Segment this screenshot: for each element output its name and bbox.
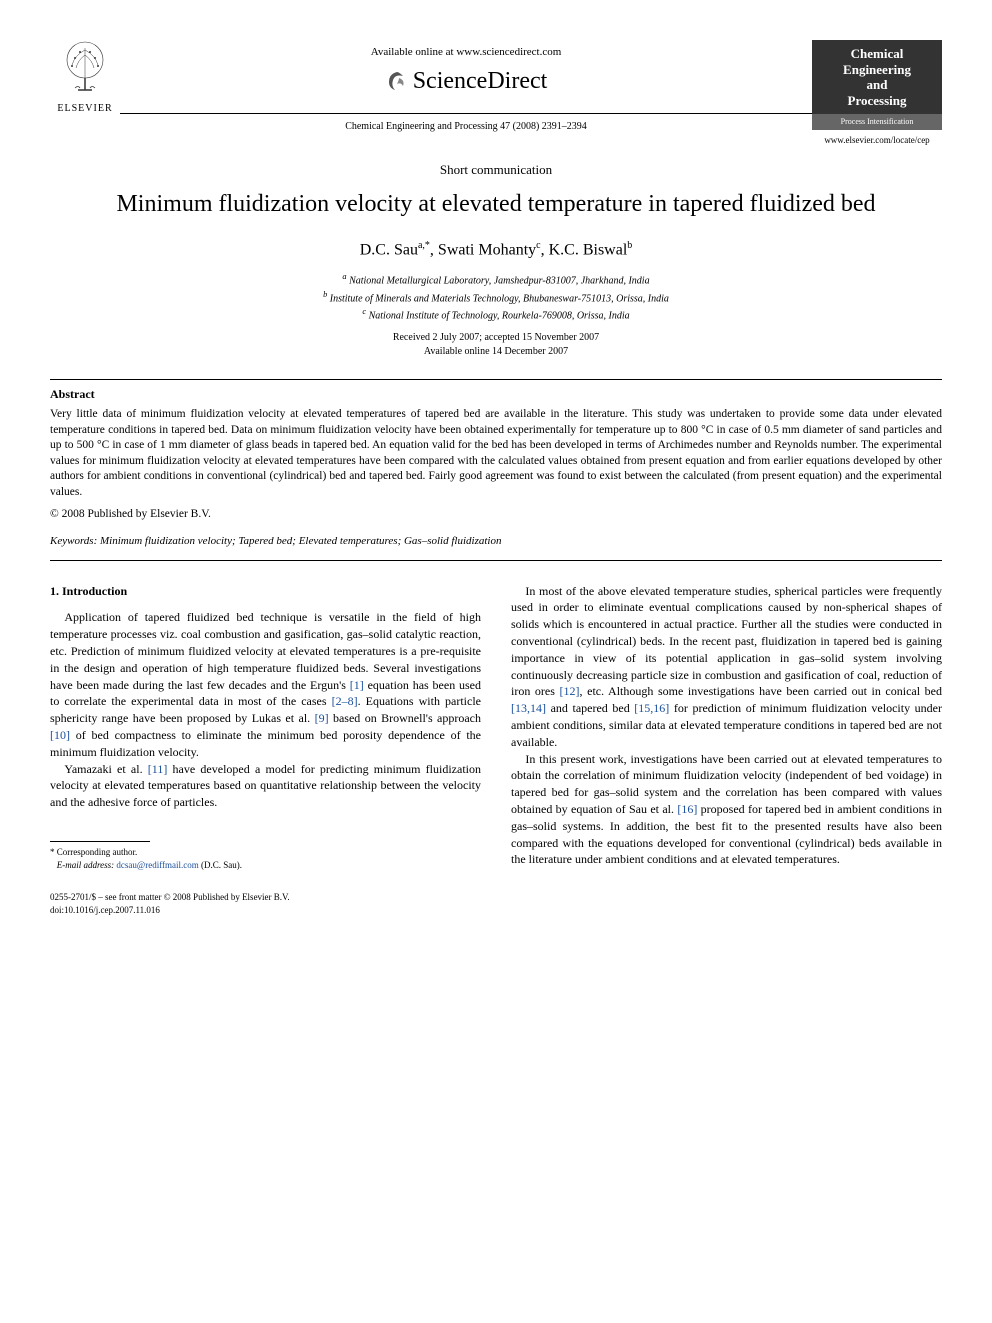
author-3: K.C. Biswal	[549, 241, 628, 258]
journal-name-line2: Engineering	[816, 62, 938, 78]
journal-name-box: Chemical Engineering and Processing	[812, 40, 942, 114]
intro-para-3: In most of the above elevated temperatur…	[511, 583, 942, 751]
doi-line: doi:10.1016/j.cep.2007.11.016	[50, 904, 942, 917]
ref-link-10[interactable]: [10]	[50, 728, 70, 742]
journal-name-line4: Processing	[816, 93, 938, 109]
affiliation-b: b Institute of Minerals and Materials Te…	[50, 289, 942, 306]
journal-name-line1: Chemical	[816, 46, 938, 62]
elsevier-logo: ELSEVIER	[50, 40, 120, 116]
authors-line: D.C. Saua,*, Swati Mohantyc, K.C. Biswal…	[50, 239, 942, 262]
sciencedirect-text: ScienceDirect	[413, 65, 548, 99]
intro-para-2: Yamazaki et al. [11] have developed a mo…	[50, 761, 481, 811]
article-title: Minimum fluidization velocity at elevate…	[50, 189, 942, 220]
affiliation-a: a National Metallurgical Laboratory, Jam…	[50, 271, 942, 288]
email-suffix: (D.C. Sau).	[199, 860, 242, 870]
footer-info: 0255-2701/$ – see front matter © 2008 Pu…	[50, 891, 942, 916]
ref-link-13-14[interactable]: [13,14]	[511, 701, 546, 715]
right-column: In most of the above elevated temperatur…	[511, 583, 942, 872]
front-matter-line: 0255-2701/$ – see front matter © 2008 Pu…	[50, 891, 942, 904]
ref-link-1[interactable]: [1]	[350, 678, 364, 692]
body-top-rule	[50, 560, 942, 561]
article-dates: Received 2 July 2007; accepted 15 Novemb…	[50, 331, 942, 359]
author-2: Swati Mohanty	[438, 241, 536, 258]
elsevier-label: ELSEVIER	[50, 102, 120, 116]
intro-para-1: Application of tapered fluidized bed tec…	[50, 609, 481, 760]
ref-link-15-16[interactable]: [15,16]	[634, 701, 669, 715]
intro-para-4: In this present work, investigations hav…	[511, 751, 942, 869]
keywords-text: Minimum fluidization velocity; Tapered b…	[97, 535, 501, 547]
body-columns: 1. Introduction Application of tapered f…	[50, 583, 942, 872]
section-1-heading: 1. Introduction	[50, 583, 481, 600]
email-link[interactable]: dcsau@rediffmail.com	[116, 860, 198, 870]
abstract-heading: Abstract	[50, 386, 942, 403]
footnote-separator	[50, 841, 150, 842]
journal-subtitle: Process Intensification	[812, 114, 942, 129]
dates-received: Received 2 July 2007; accepted 15 Novemb…	[50, 331, 942, 345]
keywords-label: Keywords:	[50, 535, 97, 547]
journal-name-line3: and	[816, 77, 938, 93]
corr-author-email-line: E-mail address: dcsau@rediffmail.com (D.…	[50, 859, 481, 872]
header-row: ELSEVIER Available online at www.science…	[50, 40, 942, 146]
abstract-copyright: © 2008 Published by Elsevier B.V.	[50, 506, 942, 522]
sciencedirect-logo: ScienceDirect	[385, 65, 548, 99]
ref-link-12[interactable]: [12]	[560, 684, 580, 698]
left-column: 1. Introduction Application of tapered f…	[50, 583, 481, 872]
center-header: Available online at www.sciencedirect.co…	[120, 40, 812, 134]
ref-link-2-8[interactable]: [2–8]	[332, 694, 358, 708]
journal-cover: Chemical Engineering and Processing Proc…	[812, 40, 942, 146]
available-online-text: Available online at www.sciencedirect.co…	[120, 45, 812, 60]
affiliations: a National Metallurgical Laboratory, Jam…	[50, 271, 942, 323]
journal-url[interactable]: www.elsevier.com/locate/cep	[812, 134, 942, 147]
elsevier-tree-icon	[60, 40, 110, 95]
ref-link-16[interactable]: [16]	[677, 802, 697, 816]
corr-author-label: * Corresponding author.	[50, 846, 481, 859]
affiliation-c: c National Institute of Technology, Rour…	[50, 306, 942, 323]
ref-link-11[interactable]: [11]	[148, 762, 168, 776]
author-1: D.C. Sau	[360, 241, 418, 258]
sciencedirect-swirl-icon	[385, 70, 409, 94]
author-1-sup: a,*	[418, 240, 430, 251]
header-rule	[120, 113, 812, 114]
article-type: Short communication	[50, 161, 942, 179]
keywords-line: Keywords: Minimum fluidization velocity;…	[50, 534, 942, 549]
ref-link-9[interactable]: [9]	[315, 711, 329, 725]
author-3-sup: b	[627, 240, 632, 251]
dates-available: Available online 14 December 2007	[50, 345, 942, 359]
corresponding-author-footnote: * Corresponding author. E-mail address: …	[50, 846, 481, 871]
author-2-sup: c	[536, 240, 540, 251]
email-label: E-mail address:	[57, 860, 114, 870]
abstract-top-rule	[50, 379, 942, 380]
journal-citation: Chemical Engineering and Processing 47 (…	[120, 120, 812, 134]
abstract-text: Very little data of minimum fluidization…	[50, 407, 942, 500]
